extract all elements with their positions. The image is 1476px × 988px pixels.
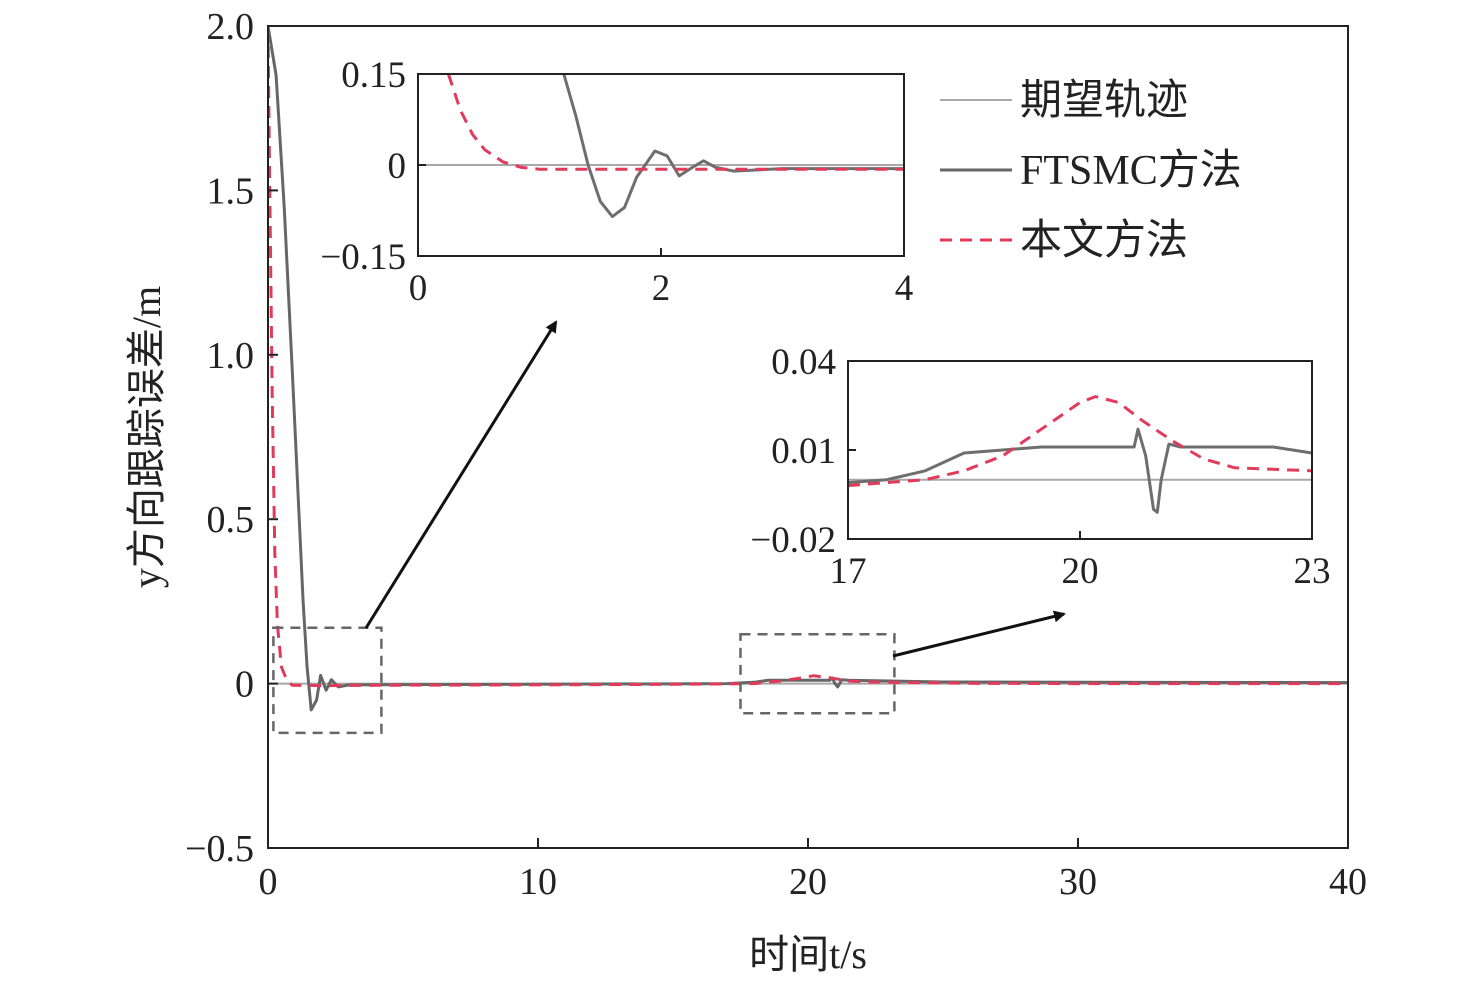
legend-label: 期望轨迹 [1020,78,1188,124]
series-line-2-2 [848,395,1312,488]
series-line-0-2 [268,26,1348,688]
main-plot: 0 10 20 30 40−0.500.51.01.52.0 时间t/s y方向跟踪误差… [124,6,1367,977]
x-tick-label: 2 [652,268,671,309]
x-tick-label: 10 [519,861,557,903]
y-tick-label: −0.5 [185,828,254,870]
x-tick-label: 17 [830,551,867,592]
y-tick-label: 1.5 [207,170,255,212]
y-tick-label: −0.02 [750,520,836,561]
y-tick-label: 0 [235,664,254,706]
legend-label: FTSMC方法 [1020,148,1242,194]
y-tick-label: 0.5 [207,499,255,541]
x-tick-label: 0 [259,861,278,903]
y-tick-label: 1.0 [207,335,255,377]
x-tick-label: 23 [1294,551,1331,592]
x-tick-label: 40 [1329,861,1367,903]
series-line-1-2 [446,74,904,171]
y-axis-label: y方向跟踪误差/m [124,286,169,588]
y-tick-label: 2.0 [207,6,255,48]
x-tick-label: 0 [409,268,428,309]
x-tick-label: 20 [1062,551,1099,592]
legend-label: 本文方法 [1020,217,1188,264]
y-tick-label: 0.15 [341,55,406,96]
x-axis-label: 时间t/s [749,932,867,977]
inset-plot-2: 17 20 23 −0.02 0.01 0.04 [750,342,1330,592]
y-tick-label: 0 [388,146,407,187]
y-tick-label: 0.04 [771,342,836,383]
zoom-region-box-1 [272,626,383,735]
arrow-to-inset-1 [364,320,558,629]
y-tick-label: 0.01 [771,431,836,472]
zoom-region-box-2 [739,633,896,715]
x-tick-label: 20 [789,861,827,903]
y-tick-label: −0.15 [320,237,406,278]
x-tick-label: 4 [895,268,914,309]
arrow-to-inset-2 [892,610,1066,658]
x-tick-label: 30 [1059,861,1097,903]
